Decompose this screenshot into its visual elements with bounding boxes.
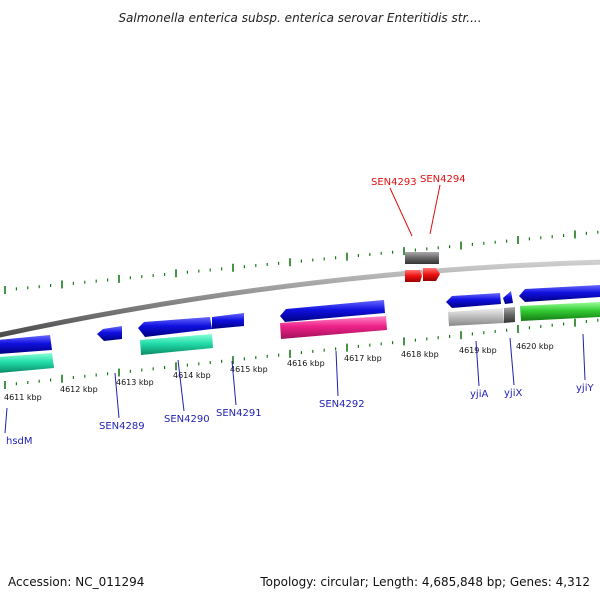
gene-sen4291[interactable] xyxy=(212,313,244,329)
ruler-label-4611: 4611 kbp xyxy=(4,393,42,402)
ruler-label-4613: 4613 kbp xyxy=(116,378,154,387)
gene-sen4294[interactable] xyxy=(423,268,440,281)
tick-marks xyxy=(4,230,599,389)
gene-sen4293[interactable] xyxy=(405,270,422,282)
gene-yjia[interactable] xyxy=(446,293,501,308)
ruler-label-4619: 4619 kbp xyxy=(459,346,497,355)
connector-hsdm xyxy=(4,407,8,434)
connector-sen4291 xyxy=(231,360,237,406)
label-sen4293[interactable]: SEN4293 xyxy=(371,177,417,188)
label-yjix[interactable]: yjiX xyxy=(504,388,522,399)
cds-hsdm[interactable] xyxy=(0,353,54,373)
gene-sen4292[interactable] xyxy=(280,300,385,322)
cds-sen4292[interactable] xyxy=(280,316,387,339)
ruler-label-4617: 4617 kbp xyxy=(344,354,382,363)
connector-yjiy xyxy=(582,333,586,381)
ruler-label-4620: 4620 kbp xyxy=(516,342,554,351)
connector-yjix xyxy=(509,337,515,386)
label-yjiy[interactable]: yjiY xyxy=(576,383,594,394)
gene-hsdm[interactable] xyxy=(0,335,52,354)
cds-yjiy[interactable] xyxy=(520,302,600,321)
gene-yjix[interactable] xyxy=(503,291,513,304)
chromosome-backbone xyxy=(0,259,600,338)
gene-sen4289[interactable] xyxy=(97,326,122,341)
connector-sen4290 xyxy=(177,359,185,412)
gene-dark-grey-top xyxy=(405,252,439,264)
genome-summary-text: Topology: circular; Length: 4,685,848 bp… xyxy=(259,575,590,589)
connector-sen4292 xyxy=(335,350,339,397)
label-sen4292[interactable]: SEN4292 xyxy=(319,399,365,410)
ruler-label-4616: 4616 kbp xyxy=(287,359,325,368)
connector-yjia xyxy=(475,340,480,387)
label-sen4289[interactable]: SEN4289 xyxy=(99,421,145,432)
ruler-label-4615: 4615 kbp xyxy=(230,365,268,374)
gene-yjiy[interactable] xyxy=(519,285,600,302)
gene-sen4290[interactable] xyxy=(138,317,212,337)
connector-sen4293 xyxy=(389,187,413,237)
map-title: Salmonella enterica subsp. enterica sero… xyxy=(118,11,481,25)
cds-sen4290[interactable] xyxy=(140,334,213,355)
label-sen4294[interactable]: SEN4294 xyxy=(420,174,466,185)
label-sen4291[interactable]: SEN4291 xyxy=(216,408,262,419)
label-hsdm[interactable]: hsdM xyxy=(6,436,33,447)
cds-yjia[interactable] xyxy=(448,308,504,326)
connector-sen4294 xyxy=(429,184,441,235)
ruler-label-4614: 4614 kbp xyxy=(173,371,211,380)
label-yjia[interactable]: yjiA xyxy=(470,389,488,400)
ruler-label-4612: 4612 kbp xyxy=(60,385,98,394)
label-sen4290[interactable]: SEN4290 xyxy=(164,414,210,425)
ruler-label-4618: 4618 kbp xyxy=(401,350,439,359)
accession-text: Accession: NC_011294 xyxy=(8,575,144,589)
connector-sen4289 xyxy=(114,372,120,419)
cds-yjix[interactable] xyxy=(504,307,515,323)
